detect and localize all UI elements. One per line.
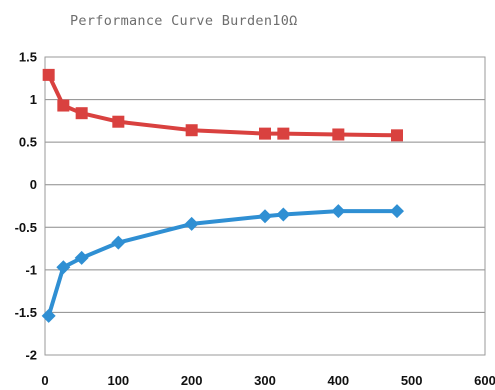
series-2-point bbox=[56, 260, 71, 275]
series-2-point bbox=[41, 308, 56, 323]
y-tick-label: 0.5 bbox=[19, 135, 37, 150]
y-tick-label: 0 bbox=[30, 177, 37, 192]
y-tick-label: -1 bbox=[25, 262, 37, 277]
series-1-point bbox=[57, 99, 70, 112]
series-1-point bbox=[75, 107, 88, 120]
series-2-point bbox=[258, 209, 272, 224]
series-1-point bbox=[277, 127, 290, 140]
x-tick-label: 0 bbox=[41, 373, 48, 388]
x-tick-labels: 0 100 200 300 400 500 600 bbox=[41, 373, 495, 388]
plot-frame bbox=[44, 56, 486, 356]
x-tick-label: 100 bbox=[107, 373, 129, 388]
x-tick-label: 600 bbox=[474, 373, 495, 388]
x-tick-label: 400 bbox=[327, 373, 349, 388]
x-tick-label: 200 bbox=[181, 373, 203, 388]
series-1-line bbox=[46, 72, 399, 138]
y-tick-label: 1.5 bbox=[19, 50, 37, 65]
series-2-point bbox=[111, 235, 126, 250]
series-2-point bbox=[276, 207, 291, 222]
y-tick-label: 1 bbox=[30, 92, 37, 107]
gridlines bbox=[45, 56, 485, 356]
series-1-point bbox=[259, 127, 271, 140]
series-1-point bbox=[185, 124, 198, 137]
series-2-point bbox=[331, 204, 346, 219]
chart-title: Performance Curve Burden10Ω bbox=[70, 13, 298, 29]
series-1-point bbox=[112, 115, 125, 128]
series-2-point bbox=[390, 204, 404, 219]
series-group bbox=[41, 68, 404, 323]
x-tick-label: 300 bbox=[254, 373, 276, 388]
series-1-point bbox=[391, 129, 403, 142]
series-2-point bbox=[184, 216, 199, 231]
series-2-point bbox=[74, 250, 89, 265]
y-tick-labels: 1.5 1 0.5 0 -0.5 -1 -1.5 -2 bbox=[15, 50, 37, 363]
y-tick-label: -1.5 bbox=[15, 305, 37, 320]
y-tick-label: -0.5 bbox=[15, 220, 37, 235]
series-1-point bbox=[332, 128, 345, 141]
series-1-point bbox=[42, 68, 55, 81]
x-tick-label: 500 bbox=[401, 373, 423, 388]
y-tick-label: -2 bbox=[25, 348, 37, 363]
